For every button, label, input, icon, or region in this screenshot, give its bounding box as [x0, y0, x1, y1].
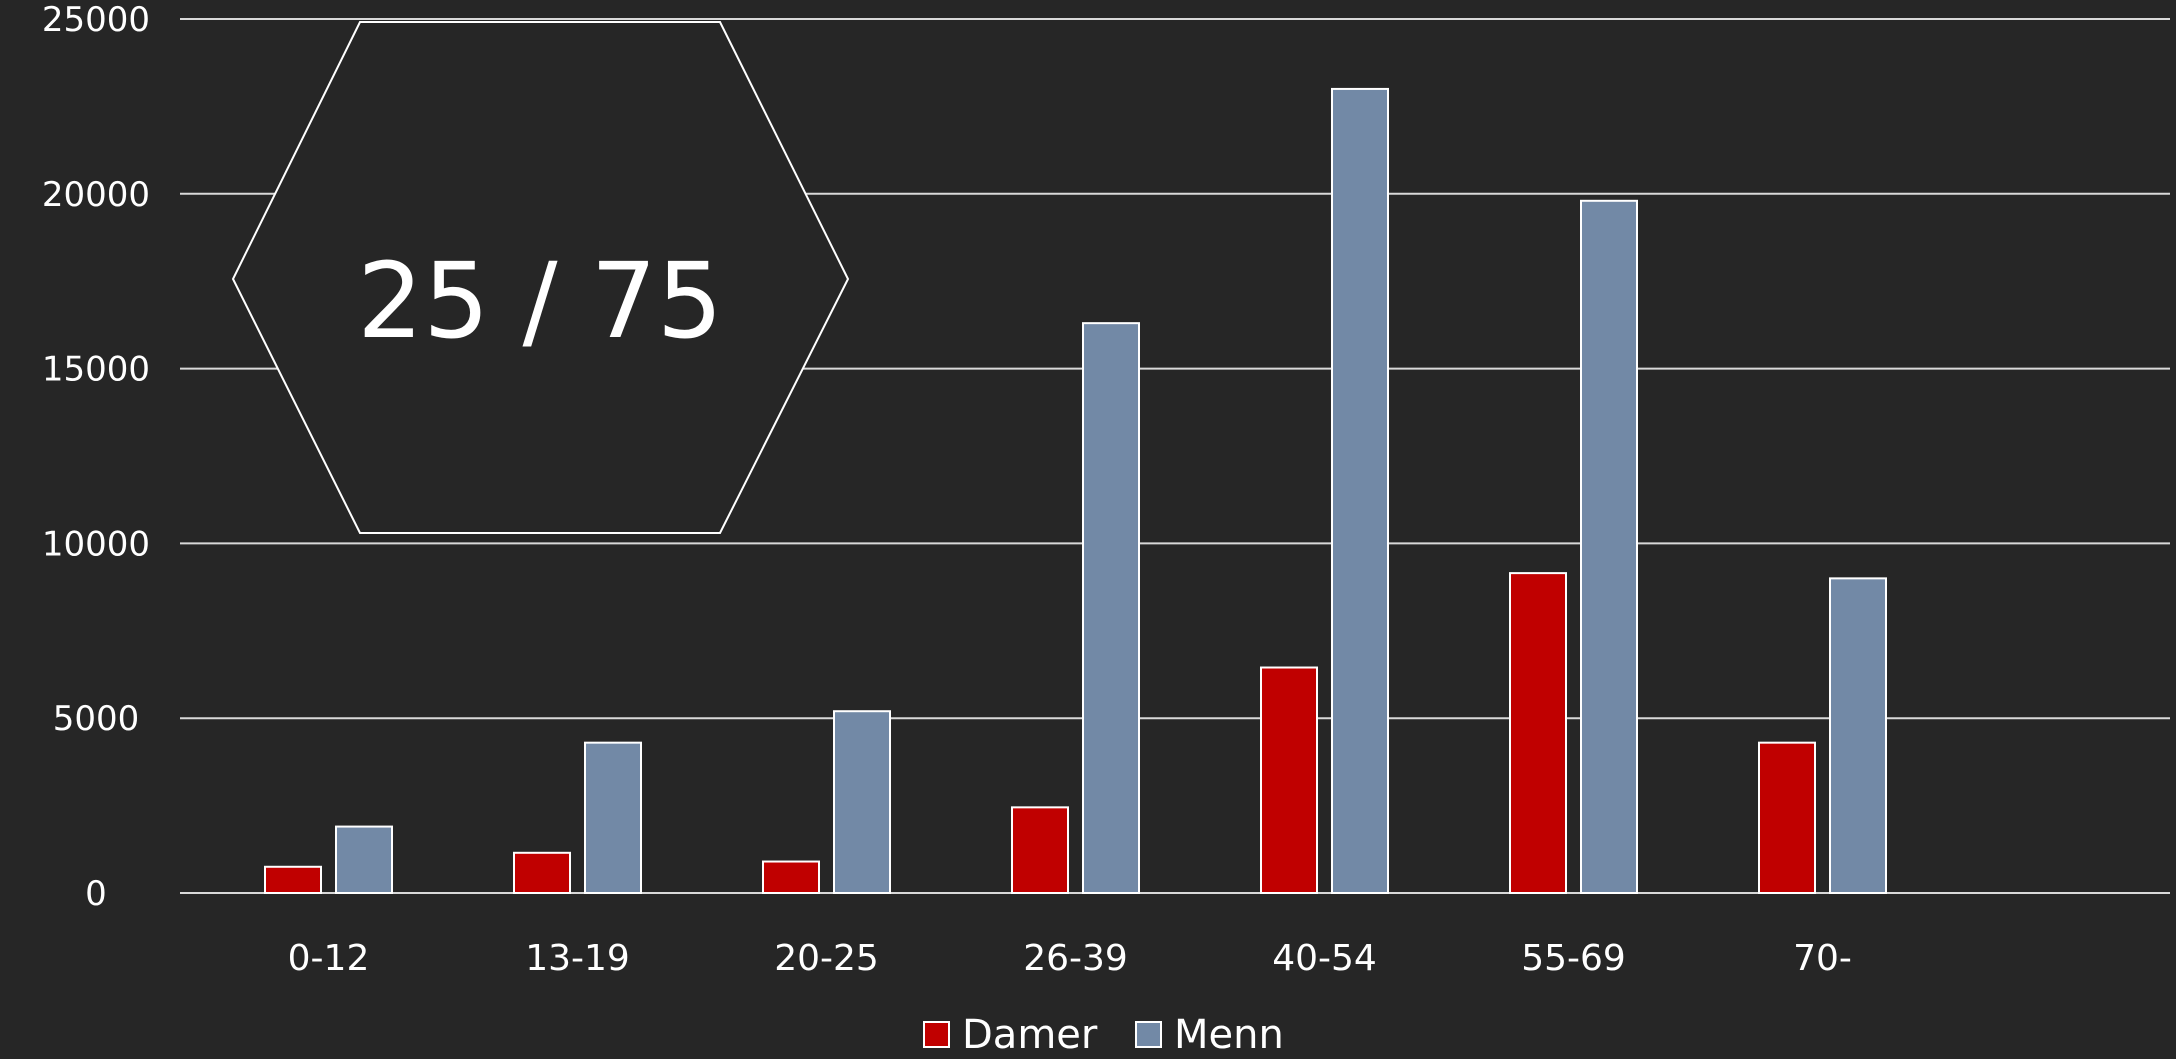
y-tick-label: 0: [85, 874, 107, 914]
legend-label-damer: Damer: [962, 1012, 1098, 1055]
bar-menn-40-54: [1331, 87, 1389, 895]
bar-menn-70-: [1829, 577, 1887, 894]
x-category-label: 40-54: [1272, 938, 1377, 979]
bar-damer-40-54: [1260, 666, 1318, 894]
x-category-label: 13-19: [525, 938, 630, 979]
x-category-label: 70-: [1793, 938, 1852, 979]
y-tick-label: 10000: [42, 524, 150, 564]
x-category-label: 55-69: [1521, 938, 1626, 979]
y-tick-label: 15000: [42, 350, 150, 390]
x-category-label: 26-39: [1023, 938, 1128, 979]
bar-menn-13-19: [584, 741, 642, 894]
bar-menn-55-69: [1580, 199, 1638, 895]
bar-menn-0-12: [335, 825, 393, 894]
legend: Damer Menn: [923, 1012, 1284, 1058]
x-category-label: 0-12: [288, 938, 370, 979]
x-category-label: 20-25: [774, 938, 879, 979]
legend-swatch-menn: [1135, 1021, 1162, 1048]
bar-menn-26-39: [1082, 322, 1140, 895]
bar-damer-13-19: [513, 851, 571, 895]
legend-label-menn: Menn: [1174, 1012, 1284, 1055]
bar-damer-20-25: [762, 860, 820, 895]
bar-damer-26-39: [1011, 806, 1069, 895]
hexagon-callout-shape: [231, 21, 850, 534]
legend-swatch-damer: [923, 1021, 950, 1048]
bar-menn-20-25: [833, 710, 891, 895]
bars: [264, 87, 1887, 895]
callout-ratio-text: 25 / 75: [357, 240, 723, 362]
bar-damer-70-: [1758, 741, 1816, 894]
y-tick-label: 25000: [42, 0, 150, 40]
callout: 25 / 75: [231, 21, 850, 534]
y-tick-label: 5000: [53, 699, 140, 739]
y-tick-label: 20000: [42, 175, 150, 215]
y-axis-ticks: 0 5000 10000 15000 20000 25000: [42, 0, 150, 914]
bar-damer-55-69: [1509, 572, 1567, 895]
bar-damer-0-12: [264, 865, 322, 895]
x-axis-categories: 0-12 13-19 20-25 26-39 40-54 55-69 70-: [288, 938, 1852, 979]
